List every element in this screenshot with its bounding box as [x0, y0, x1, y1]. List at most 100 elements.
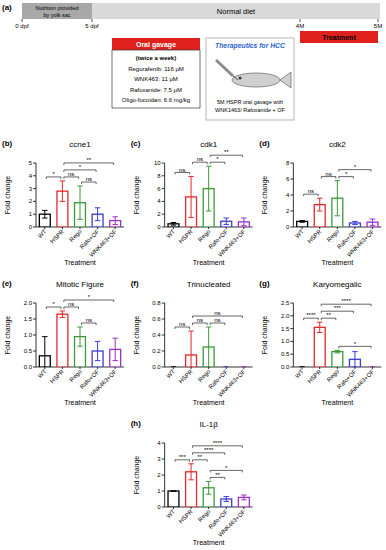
y-tick-label: 2.0 [281, 313, 290, 319]
error-bar [171, 367, 176, 368]
error-bar [352, 221, 357, 224]
y-axis-label: Fold change [261, 316, 269, 355]
significance-label: ns [214, 317, 220, 323]
marks [168, 166, 249, 227]
y-tick [33, 175, 36, 176]
panel: (h)IL-1βFold changeTreatment01234WTHSPRR… [131, 419, 253, 546]
y-tick-label: 10 [154, 160, 161, 166]
bar [221, 366, 232, 367]
x-tick [97, 227, 98, 229]
significance-bracket [193, 323, 208, 325]
x-tick [173, 227, 174, 229]
diet-label: Normal diet [217, 7, 256, 16]
marks [171, 327, 247, 367]
y-tick [290, 179, 293, 180]
x-tick-label: WT [165, 508, 176, 519]
significance-bracket [175, 172, 190, 174]
chart-title: cdk2 [329, 140, 346, 149]
x-tick-label: Rego [197, 368, 212, 383]
marks [168, 464, 249, 507]
x-tick [191, 227, 192, 229]
significance-label: ns [214, 310, 220, 316]
therapy-caption: 5M HSPR oral gavage with [217, 99, 283, 105]
x-tick-label: WNK463+OF [346, 228, 376, 258]
gavage-tube [216, 60, 233, 76]
y-tick-label: 4 [29, 173, 33, 179]
bar [314, 327, 325, 367]
x-tick [115, 367, 116, 369]
significance-bracket [321, 311, 353, 313]
significance-bracket [193, 453, 225, 455]
x-tick [354, 367, 355, 369]
y-tick-label: 0 [286, 224, 290, 230]
y-axis [164, 163, 165, 227]
significance-label: ** [198, 454, 203, 460]
chart-title: ccne1 [69, 140, 91, 149]
y-tick [162, 227, 165, 228]
x-tick [191, 367, 192, 369]
time-label: 5M [374, 23, 382, 29]
y-tick [162, 491, 165, 492]
y-tick-label: 8 [286, 160, 290, 166]
bar [238, 366, 249, 367]
significance-bracket [46, 307, 61, 309]
x-tick-label: HSPR [49, 228, 66, 245]
significance-bracket [64, 163, 114, 165]
y-tick [290, 211, 293, 212]
x-tick-label: Rego [197, 228, 212, 243]
significance-label: *** [179, 454, 187, 460]
significance-bracket [304, 318, 319, 320]
y-tick [33, 163, 36, 164]
y-tick-label: 6 [286, 176, 290, 182]
y-tick [162, 367, 165, 368]
x-tick-label: Rego [68, 228, 83, 243]
panel: (d)cdk2Fold changeTreatment02468WTHSPRRe… [259, 139, 381, 266]
x-tick [319, 367, 320, 369]
x-tick [62, 227, 63, 229]
error-bar [60, 181, 65, 201]
fish-body [232, 73, 280, 87]
significance-label: ns [308, 188, 314, 194]
significance-label: ** [224, 149, 229, 155]
x-tick-label: WT [37, 228, 48, 239]
significance-bracket [82, 323, 97, 325]
panel-label: (d) [259, 139, 270, 148]
significance-bracket [175, 327, 190, 329]
significance-bracket [64, 170, 96, 172]
y-axis-label: Fold change [4, 316, 12, 355]
significance-label: *** [334, 305, 342, 311]
significance-bracket [304, 194, 319, 196]
x-tick [173, 507, 174, 509]
yolk-period [22, 3, 92, 19]
error-bar [299, 221, 304, 223]
y-tick [290, 303, 293, 304]
time-tick [22, 19, 23, 22]
y-tick [290, 341, 293, 342]
error-bar [317, 198, 322, 211]
x-tick [191, 507, 192, 509]
y-tick-label: 0 [29, 224, 33, 230]
y-tick [290, 367, 293, 368]
significance-bracket [210, 155, 242, 157]
y-tick-label: 5 [29, 160, 33, 166]
error-bar [112, 338, 117, 360]
y-tick [162, 188, 165, 189]
x-tick-label: HSPR [178, 368, 195, 385]
y-tick [162, 351, 165, 352]
significance-bracket [64, 177, 79, 179]
significance-label: ns [325, 171, 331, 177]
gavage-needle [233, 76, 238, 80]
y-tick [290, 354, 293, 355]
x-tick [226, 507, 227, 509]
treatment-box [300, 31, 378, 43]
x-axis-label: Treatment [193, 259, 225, 266]
significance-label: ns [68, 301, 74, 307]
significance-bracket [193, 162, 208, 164]
gavage-line: Oligo-fucoidan: 6.6 mg/kg [122, 97, 190, 103]
marks [39, 181, 120, 227]
error-bar [241, 218, 246, 226]
bar [168, 366, 179, 367]
yolk-label: Nutrition provided [35, 5, 78, 11]
x-tick [80, 367, 81, 369]
x-axis-label: Treatment [322, 399, 354, 406]
